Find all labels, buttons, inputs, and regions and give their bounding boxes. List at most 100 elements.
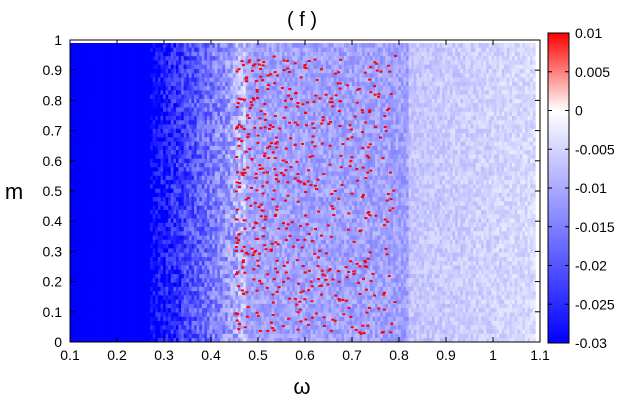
heatmap-cell [82, 158, 86, 163]
heatmap-cell [178, 72, 182, 78]
heatmap-cell [188, 324, 192, 330]
heatmap-cell [163, 124, 166, 129]
heatmap-cell [225, 226, 229, 232]
heatmap-cell [175, 124, 179, 129]
heatmap-cell [160, 158, 164, 163]
heatmap-cell [90, 290, 94, 296]
heatmap-cell [204, 90, 208, 95]
heatmap-cell [85, 282, 89, 287]
heatmap-cell [191, 312, 195, 317]
heatmap-cell [119, 239, 123, 245]
heatmap-cell [209, 149, 213, 155]
heatmap-cell [70, 218, 73, 223]
heatmap-cell [124, 81, 128, 87]
heatmap-cell [248, 77, 252, 82]
heatmap-cell [181, 77, 185, 82]
heatmap-cell [129, 115, 133, 121]
heatmap-cell [106, 226, 110, 232]
heatmap-cell [207, 188, 210, 193]
heatmap-cell [183, 47, 187, 52]
heatmap-cell [111, 51, 115, 57]
heatmap-cell [199, 119, 203, 125]
heatmap-cell [155, 141, 159, 146]
heatmap-cell [75, 166, 79, 172]
heatmap-cell [170, 55, 174, 61]
heatmap-cell [70, 47, 73, 52]
heatmap-cell [147, 226, 151, 232]
heatmap-cell [222, 72, 226, 78]
heatmap-cell [240, 256, 244, 262]
heatmap-cell [134, 115, 138, 121]
heatmap-cell [134, 107, 138, 112]
heatmap-cell [199, 273, 203, 279]
heatmap-cell [232, 226, 236, 232]
heatmap-cell [106, 166, 110, 172]
heatmap-cell [188, 320, 192, 326]
heatmap-cell [124, 230, 128, 236]
heatmap-cell [207, 51, 210, 57]
heatmap-cell [126, 320, 130, 326]
heatmap-cell [225, 201, 229, 206]
heatmap-cell [248, 158, 252, 163]
heatmap-cell [147, 260, 151, 266]
heatmap-cell [106, 230, 110, 236]
heatmap-cell [155, 213, 159, 219]
heatmap-cell [186, 141, 190, 146]
heatmap-cell [101, 312, 104, 317]
heatmap-cell [116, 188, 120, 193]
heatmap-cell [235, 171, 239, 176]
heatmap-cell [121, 175, 125, 181]
heatmap-cell [209, 85, 213, 91]
heatmap-cell [90, 316, 94, 321]
heatmap-cell [113, 149, 117, 155]
heatmap-cell [147, 324, 151, 330]
heatmap-cell [121, 102, 125, 108]
heatmap-cell [201, 256, 205, 262]
heatmap-cell [119, 183, 123, 189]
heatmap-cell [194, 192, 198, 198]
heatmap-cell [85, 312, 89, 317]
heatmap-cell [132, 77, 135, 82]
heatmap-cell [243, 222, 247, 228]
heatmap-cell [250, 124, 254, 129]
heatmap-cell [194, 64, 198, 69]
heatmap-cell [222, 256, 226, 262]
heatmap-cell [183, 111, 187, 116]
heatmap-cell [183, 119, 187, 125]
heatmap-cell [139, 265, 143, 270]
heatmap-cell [186, 252, 190, 257]
heatmap-cell [77, 209, 81, 215]
heatmap-cell [142, 218, 146, 223]
heatmap-cell [93, 68, 97, 74]
heatmap-cell [186, 51, 190, 57]
heatmap-cell [77, 81, 81, 87]
heatmap-cell [186, 277, 190, 283]
heatmap-cell [155, 175, 159, 181]
heatmap-cell [124, 179, 128, 185]
heatmap-cell [111, 312, 115, 317]
heatmap-cell [147, 55, 151, 61]
heatmap-cell [181, 239, 185, 245]
heatmap-cell [98, 299, 102, 304]
heatmap-cell [194, 277, 198, 283]
heatmap-cell [82, 222, 86, 228]
heatmap-cell [132, 98, 135, 104]
heatmap-cell [139, 320, 143, 326]
heatmap-cell [157, 230, 161, 236]
heatmap-cell [132, 277, 135, 283]
heatmap-cell [204, 94, 208, 99]
heatmap-cell [150, 60, 154, 65]
heatmap-cell [124, 222, 128, 228]
heatmap-cell [101, 145, 104, 151]
heatmap-cell [124, 90, 128, 95]
heatmap-cell [250, 60, 254, 65]
heatmap-cell [188, 154, 192, 159]
heatmap-cell [108, 77, 112, 82]
heatmap-cell [191, 269, 195, 275]
heatmap-cell [235, 166, 239, 172]
heatmap-cell [235, 273, 239, 279]
heatmap-cell [201, 149, 205, 155]
heatmap-cell [85, 115, 89, 121]
heatmap-cell [108, 55, 112, 61]
heatmap-cell [207, 252, 210, 257]
